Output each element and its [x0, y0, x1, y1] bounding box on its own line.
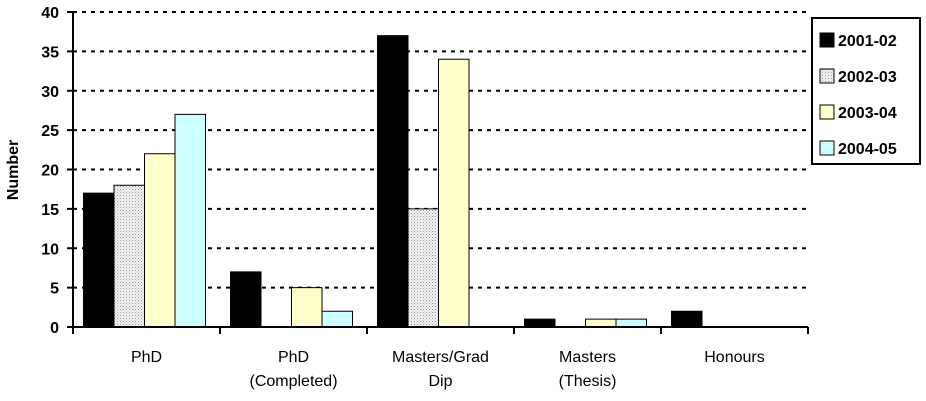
y-tick-label: 30	[41, 84, 59, 101]
y-tick-label: 0	[50, 320, 59, 337]
legend-label: 2002-03	[838, 69, 897, 86]
x-tick-label: PhD (Completed)	[249, 349, 337, 390]
legend-swatch	[819, 140, 835, 156]
bar-2002-03-2	[407, 208, 439, 328]
bar-2001-02-4	[671, 310, 703, 328]
bar-2001-02-2	[377, 35, 409, 328]
y-tick-label: 25	[41, 123, 59, 140]
bar-2004-05-1	[321, 310, 353, 328]
x-axis-ticks: PhD PhD (Completed) Masters/Grad Dip Masters(…	[72, 327, 809, 390]
legend-label: 2001-02	[838, 33, 897, 50]
bar-2001-02-0	[83, 192, 115, 328]
legend: 2001-02 2002-03 2003-04 2004-05	[811, 17, 921, 165]
bar-2004-05-0	[174, 113, 206, 328]
bars	[83, 35, 703, 328]
x-tick-label: Masters/Grad Dip	[392, 349, 489, 390]
y-axis-ticks: 0 5 10 15 20 25 30 35 40	[41, 5, 73, 337]
y-axis-label: Number	[5, 140, 22, 200]
x-tick-label: Honours	[704, 349, 764, 366]
y-tick-label: 35	[41, 44, 59, 61]
bar-2003-04-2	[438, 58, 470, 328]
gridlines	[73, 11, 808, 289]
bar-2001-02-1	[230, 271, 262, 328]
legend-swatch	[819, 68, 835, 84]
x-tick-label: PhD	[131, 349, 162, 366]
bar-2002-03-0	[113, 184, 145, 328]
y-tick-label: 10	[41, 241, 59, 258]
legend-swatch	[819, 104, 835, 120]
bar-2003-04-3	[585, 318, 617, 328]
bar-2003-04-1	[291, 287, 323, 328]
bar-2003-04-0	[144, 153, 176, 328]
legend-swatch	[819, 32, 835, 48]
bar-2004-05-3	[615, 318, 647, 328]
x-tick-label: Masters (Thesis)	[559, 349, 617, 390]
y-tick-label: 5	[50, 281, 59, 298]
y-tick-label: 20	[41, 163, 59, 180]
y-tick-label: 15	[41, 202, 59, 219]
bar-2001-02-3	[524, 318, 556, 328]
y-tick-label: 40	[41, 5, 59, 22]
legend-label: 2003-04	[838, 105, 897, 122]
legend-label: 2004-05	[838, 141, 897, 158]
